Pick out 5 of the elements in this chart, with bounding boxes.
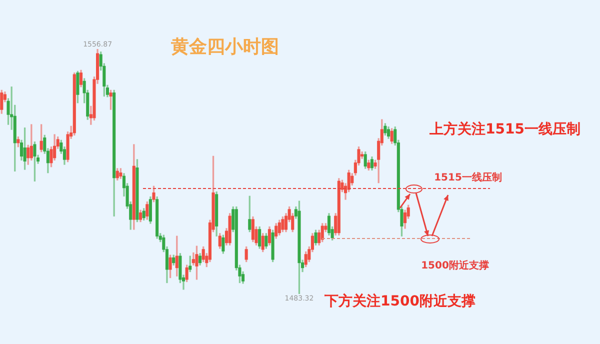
- ref-line-label: 1500附近支撑: [421, 260, 489, 272]
- annotation: 下方关注1500附近支撑: [324, 292, 476, 310]
- text: 上方关注1515一线压制: [428, 120, 580, 138]
- ref-line-label: 1515一线压制: [434, 172, 502, 184]
- chart-title: 黄金四小时图: [170, 36, 279, 58]
